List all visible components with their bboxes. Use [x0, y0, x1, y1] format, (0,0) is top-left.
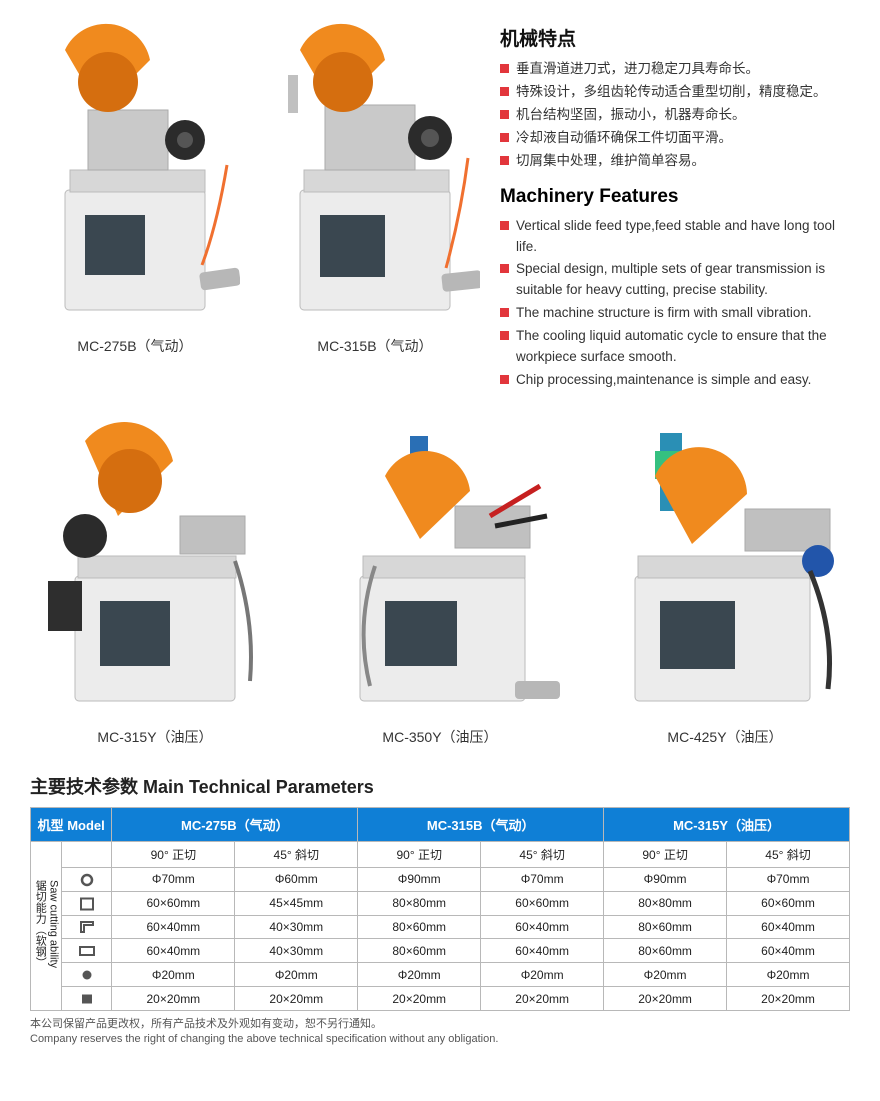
th-col: MC-315Y（油压） — [604, 807, 850, 841]
table-row: Φ20mmΦ20mmΦ20mmΦ20mmΦ20mmΦ20mm — [31, 963, 850, 987]
product-label: MC-425Y（油压） — [667, 727, 782, 747]
feature-item: 切屑集中处理，维护简单容易。 — [500, 151, 850, 172]
table-cell: Φ20mm — [604, 963, 727, 987]
table-cell: 80×60mm — [604, 915, 727, 939]
shape-icon — [62, 867, 112, 891]
table-cell: 60×60mm — [481, 891, 604, 915]
th-col: MC-315B（气动） — [358, 807, 604, 841]
shape-icon — [62, 939, 112, 963]
table-cell: 40×30mm — [235, 939, 358, 963]
subhead-cell: 90° 正切 — [604, 841, 727, 867]
table-cell: Φ20mm — [112, 963, 235, 987]
table-cell: 45×45mm — [235, 891, 358, 915]
product-label: MC-350Y（油压） — [382, 727, 497, 747]
shape-icon — [62, 915, 112, 939]
feature-item: Vertical slide feed type,feed stable and… — [500, 216, 850, 258]
table-cell: Φ60mm — [235, 867, 358, 891]
table-row: 60×40mm40×30mm80×60mm60×40mm80×60mm60×40… — [31, 915, 850, 939]
shape-icon — [62, 987, 112, 1011]
table-cell: 60×40mm — [481, 915, 604, 939]
table-cell: Φ70mm — [112, 867, 235, 891]
params-table: 机型 Model MC-275B（气动） MC-315B（气动） MC-315Y… — [30, 807, 850, 1011]
table-cell: 80×60mm — [604, 939, 727, 963]
machine-icon — [30, 421, 280, 721]
table-row: 60×60mm45×45mm80×80mm60×60mm80×80mm60×60… — [31, 891, 850, 915]
table-cell: Φ70mm — [727, 867, 850, 891]
feature-item: The machine structure is firm with small… — [500, 303, 850, 324]
table-cell: Φ70mm — [481, 867, 604, 891]
feature-item: The cooling liquid automatic cycle to en… — [500, 326, 850, 368]
table-cell: 20×20mm — [481, 987, 604, 1011]
product-image — [30, 20, 240, 330]
th-col: MC-275B（气动） — [112, 807, 358, 841]
table-cell: 20×20mm — [727, 987, 850, 1011]
table-cell: 20×20mm — [112, 987, 235, 1011]
subhead-cell: 45° 斜切 — [727, 841, 850, 867]
table-cell: Φ20mm — [481, 963, 604, 987]
shape-icon — [62, 963, 112, 987]
table-cell: 60×40mm — [727, 915, 850, 939]
feature-item: 机台结构坚固，振动小，机器寿命长。 — [500, 105, 850, 126]
product-image — [600, 421, 850, 721]
table-cell: 80×60mm — [358, 939, 481, 963]
th-model: 机型 Model — [31, 807, 112, 841]
table-cell: Φ20mm — [358, 963, 481, 987]
table-cell: 20×20mm — [604, 987, 727, 1011]
table-cell: 80×80mm — [604, 891, 727, 915]
subhead-cell: 90° 正切 — [112, 841, 235, 867]
table-cell: 60×40mm — [727, 939, 850, 963]
table-cell: Φ20mm — [235, 963, 358, 987]
table-cell: 60×60mm — [727, 891, 850, 915]
product-mc-350y: MC-350Y（油压） — [315, 421, 565, 747]
table-row: 60×40mm40×30mm80×60mm60×40mm80×60mm60×40… — [31, 939, 850, 963]
subhead-cell: 45° 斜切 — [235, 841, 358, 867]
product-image — [315, 421, 565, 721]
machine-icon — [30, 20, 240, 330]
product-mc-425y: MC-425Y（油压） — [600, 421, 850, 747]
product-image — [270, 20, 480, 330]
table-cell: 20×20mm — [358, 987, 481, 1011]
product-mc-315y: MC-315Y（油压） — [30, 421, 280, 747]
machine-icon — [315, 421, 565, 721]
table-cell: 80×80mm — [358, 891, 481, 915]
table-cell: 80×60mm — [358, 915, 481, 939]
table-cell: Φ20mm — [727, 963, 850, 987]
params-title: 主要技术参数 Main Technical Parameters — [30, 773, 850, 799]
product-image — [30, 421, 280, 721]
product-label: MC-315B（气动） — [317, 336, 432, 356]
product-mc-275b: MC-275B（气动） — [30, 20, 240, 393]
feature-item: Special design, multiple sets of gear tr… — [500, 259, 850, 301]
subhead-cell: 90° 正切 — [358, 841, 481, 867]
table-cell: 20×20mm — [235, 987, 358, 1011]
table-cell: 60×40mm — [112, 939, 235, 963]
table-cell: 60×40mm — [112, 915, 235, 939]
feature-item: 垂直滑道进刀式，进刀稳定刀具寿命长。 — [500, 59, 850, 80]
footnote: 本公司保留产品更改权，所有产品技术及外观如有变动，恕不另行通知。 Company… — [30, 1017, 850, 1048]
product-label: MC-315Y（油压） — [97, 727, 212, 747]
shape-icon — [62, 891, 112, 915]
footnote-cn: 本公司保留产品更改权，所有产品技术及外观如有变动，恕不另行通知。 — [30, 1017, 850, 1032]
features-title-en: Machinery Features — [500, 186, 850, 208]
footnote-en: Company reserves the right of changing t… — [30, 1032, 850, 1047]
table-row: Φ70mmΦ60mmΦ90mmΦ70mmΦ90mmΦ70mm — [31, 867, 850, 891]
product-mc-315b: MC-315B（气动） — [270, 20, 480, 393]
features-list-en: Vertical slide feed type,feed stable and… — [500, 216, 850, 391]
table-cell: Φ90mm — [358, 867, 481, 891]
features-list-cn: 垂直滑道进刀式，进刀稳定刀具寿命长。 特殊设计，多组齿轮传动适合重型切削，精度稳… — [500, 59, 850, 172]
table-row: 20×20mm20×20mm20×20mm20×20mm20×20mm20×20… — [31, 987, 850, 1011]
table-cell: 60×60mm — [112, 891, 235, 915]
feature-item: 特殊设计，多组齿轮传动适合重型切削，精度稳定。 — [500, 82, 850, 103]
table-cell: 40×30mm — [235, 915, 358, 939]
table-cell: 60×40mm — [481, 939, 604, 963]
features-title-cn: 机械特点 — [500, 24, 850, 51]
machine-icon — [600, 421, 850, 721]
machine-icon — [270, 20, 480, 330]
feature-item: 冷却液自动循环确保工件切面平滑。 — [500, 128, 850, 149]
table-cell: Φ90mm — [604, 867, 727, 891]
product-label: MC-275B（气动） — [77, 336, 192, 356]
feature-item: Chip processing,maintenance is simple an… — [500, 370, 850, 391]
subhead-cell: 45° 斜切 — [481, 841, 604, 867]
side-head: Saw cutting ability锯切能力（软钢） — [31, 841, 62, 1010]
